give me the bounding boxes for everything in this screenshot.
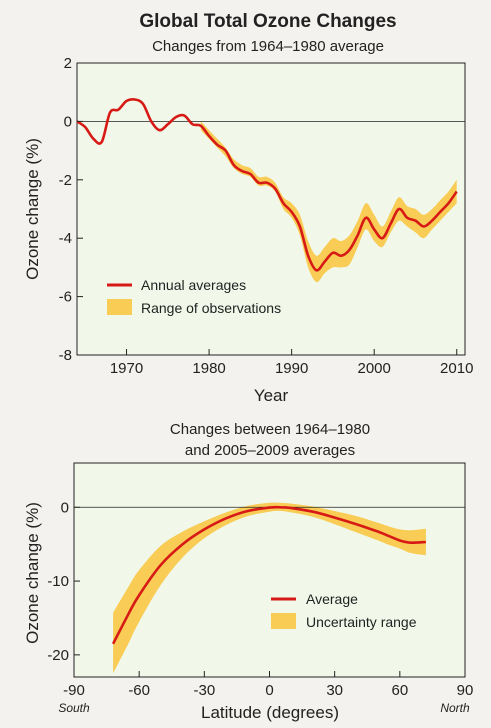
chart2-xtick-label: 30 xyxy=(326,682,343,699)
chart1-title: Global Total Ozone Changes xyxy=(139,11,396,32)
chart2-north-label: North xyxy=(440,701,470,715)
chart1-band xyxy=(200,121,457,283)
chart2-legend-band-swatch xyxy=(271,613,296,629)
chart2-xtick-label: -30 xyxy=(193,682,215,699)
chart1-ytick-label: 0 xyxy=(64,113,72,130)
chart1-ylabel: Ozone change (%) xyxy=(23,138,42,280)
chart1-line xyxy=(76,97,458,272)
chart2-south-label: South xyxy=(58,701,90,715)
chart1-subtitle: Changes from 1964–1980 average xyxy=(152,38,384,55)
chart1-band-layer xyxy=(200,121,457,283)
chart1-ytick-label: 2 xyxy=(64,55,72,72)
chart2-xlabel: Latitude (degrees) xyxy=(201,703,339,722)
chart1-legend-band-label: Range of observations xyxy=(141,300,281,316)
chart1-xtick-label: 1970 xyxy=(110,360,143,377)
chart1-ytick-label: -2 xyxy=(59,172,72,189)
chart2-band-layer xyxy=(113,502,426,674)
chart1-xtick-label: 1990 xyxy=(275,360,308,377)
chart2-plot-area xyxy=(73,462,466,678)
chart1-xtick-label: 2010 xyxy=(440,360,473,377)
chart2-ytick-label: 0 xyxy=(61,499,69,516)
chart2-xtick-label: -90 xyxy=(63,682,85,699)
chart2-line xyxy=(111,505,426,645)
chart2-xtick-label: -60 xyxy=(128,682,150,699)
chart1-legend-line-label: Annual averages xyxy=(141,277,246,293)
chart1-xlabel: Year xyxy=(254,386,289,405)
chart1-axes: 1970 1980 1990 2000 2010 2 0 -2 -4 -6 -8 xyxy=(59,55,474,377)
chart2-line-layer xyxy=(111,505,426,645)
chart1-xtick-label: 1980 xyxy=(192,360,225,377)
chart1-line-layer xyxy=(76,97,458,272)
chart2-title-line1: Changes between 1964–1980 xyxy=(170,421,370,438)
chart2-legend-band-label: Uncertainty range xyxy=(306,614,417,630)
chart1-ytick-label: -8 xyxy=(59,347,72,364)
chart2-ylabel: Ozone change (%) xyxy=(23,502,42,644)
chart2-xtick-label: 60 xyxy=(391,682,408,699)
chart2-legend-line-label: Average xyxy=(306,591,358,607)
chart2-ytick-label: -10 xyxy=(47,573,69,590)
chart1-ytick-label: -4 xyxy=(59,230,72,247)
chart1-xtick-label: 2000 xyxy=(358,360,391,377)
chart2-band xyxy=(113,502,426,674)
chart1-legend-band-swatch xyxy=(107,299,132,315)
chart2-ytick-label: -20 xyxy=(47,647,69,664)
chart1-ytick-label: -6 xyxy=(59,289,72,306)
chart2-xtick-label: 90 xyxy=(457,682,474,699)
chart2-axes: -90 -60 -30 0 30 60 90 0 -10 -20 xyxy=(47,499,473,699)
chart2-xtick-label: 0 xyxy=(265,682,273,699)
chart2-title-line2: and 2005–2009 averages xyxy=(185,442,355,459)
